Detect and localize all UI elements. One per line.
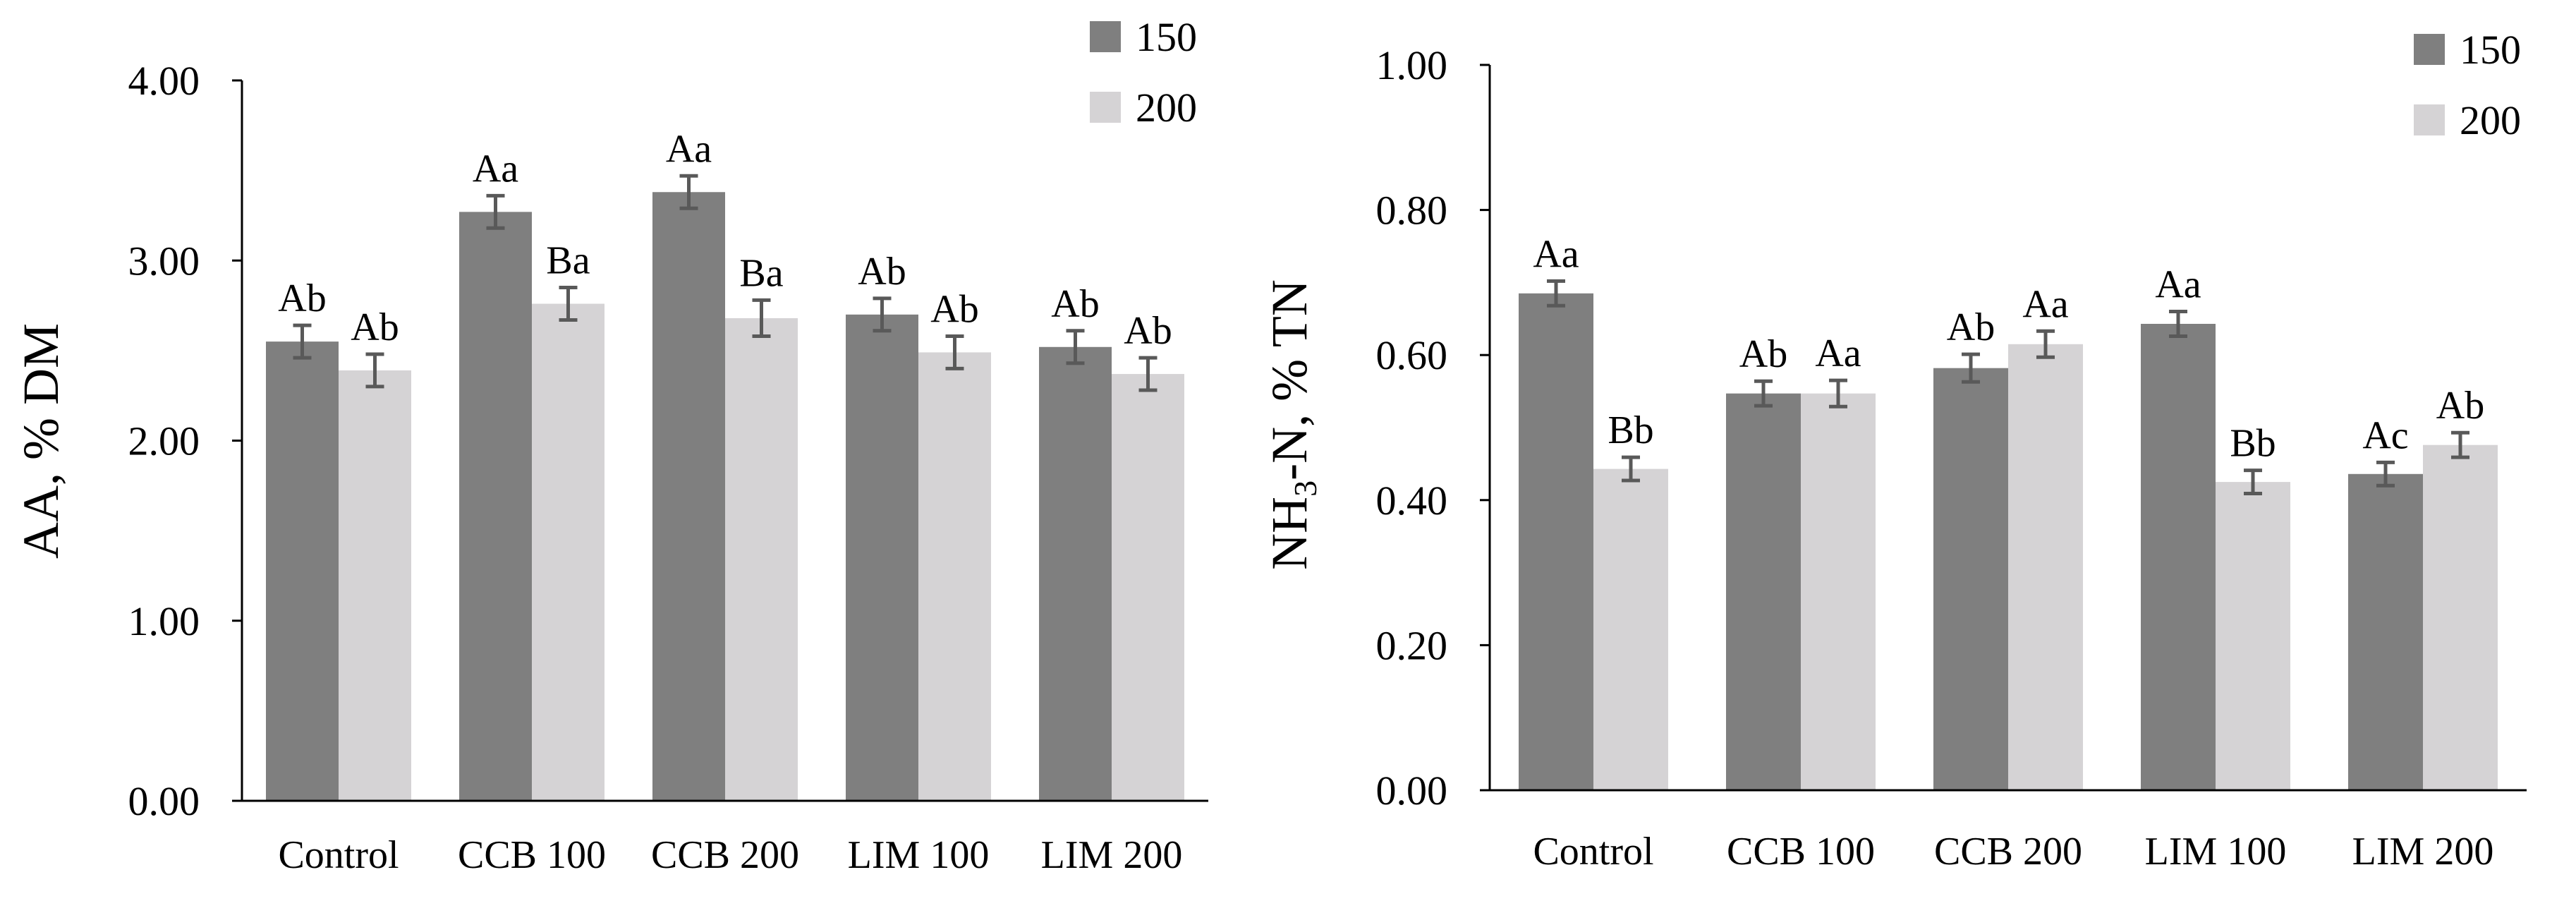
error-bar-150-0 [1547, 279, 1565, 308]
bar-150-0 [266, 341, 339, 801]
category-label-1: CCB 100 [1727, 830, 1875, 873]
bar-150-3 [846, 314, 918, 801]
error-bar-200-0 [365, 352, 384, 389]
bar-200-0 [339, 370, 411, 801]
data-label-200-2: Ba [739, 251, 783, 295]
data-label-150-2: Ab [1947, 306, 1995, 349]
error-bar-200-4 [2451, 430, 2469, 459]
category-label-0: Control [1533, 830, 1653, 873]
bar-150-1 [1726, 393, 1801, 790]
error-bar-150-1 [486, 193, 505, 230]
error-bar-150-3 [873, 296, 892, 333]
aa-chart-panel: Ab Aa Aa Ab Ab Ab Ba Ba Ab Ab 0.00 1.00 2.00 3.00 4.00… [13, 14, 1208, 877]
legend-label-150: 150 [1136, 14, 1197, 60]
category-label-3: LIM 100 [848, 833, 990, 877]
legend-swatch-150 [2414, 34, 2445, 65]
data-label-200-1: Ba [546, 239, 590, 283]
error-bar-150-2 [1962, 352, 1980, 384]
data-label-200-4: Ab [2436, 384, 2484, 428]
data-label-150-2: Aa [666, 127, 712, 171]
error-bar-200-4 [1138, 356, 1158, 392]
error-bar-150-1 [1754, 379, 1773, 408]
data-label-150-4: Ac [2362, 413, 2408, 457]
error-bar-150-3 [2169, 310, 2187, 338]
category-label-4: LIM 200 [2352, 830, 2494, 873]
legend-label-200: 200 [1136, 85, 1197, 131]
bar-200-1 [1801, 393, 1876, 790]
bar-200-0 [1593, 468, 1668, 790]
y-tick-label: 1.00 [1376, 42, 1448, 88]
y-axis-title: AA, % DM [13, 323, 69, 559]
bar-150-2 [652, 192, 725, 801]
bar-150-1 [459, 212, 532, 801]
bar-200-3 [918, 352, 991, 801]
y-tick-label: 0.00 [128, 778, 200, 824]
y-tick-label: 0.00 [1376, 768, 1448, 814]
data-label-200-3: Bb [2230, 422, 2276, 466]
y-tick-label: 0.80 [1376, 188, 1448, 234]
bar-150-4 [2348, 473, 2423, 790]
y-tick-label: 0.40 [1376, 478, 1448, 524]
legend-label-150: 150 [2460, 27, 2521, 73]
error-bar-200-1 [1829, 378, 1847, 409]
category-label-3: LIM 100 [2145, 830, 2287, 873]
error-bar-200-3 [2244, 468, 2262, 496]
legend-swatch-200 [1090, 92, 1121, 123]
category-label-1: CCB 100 [458, 833, 606, 877]
data-label-200-0: Ab [351, 306, 399, 349]
error-bar-150-2 [679, 174, 698, 210]
error-bar-150-0 [293, 323, 312, 360]
error-bar-200-3 [945, 334, 964, 370]
data-label-150-1: Ab [1739, 332, 1787, 376]
nh3-chart-panel: Aa Ab Ab Aa Ac Bb Aa Aa Bb Ab 0.00 0.20 0.40 0.60 0.80… [1261, 27, 2527, 873]
legend-label-200: 200 [2460, 97, 2521, 143]
bar-200-4 [2423, 445, 2498, 790]
data-label-150-0: Aa [1533, 232, 1579, 276]
category-label-2: CCB 200 [1934, 830, 2082, 873]
data-label-200-1: Aa [1815, 332, 1861, 375]
error-bar-200-1 [559, 286, 578, 322]
y-tick-label: 4.00 [128, 58, 200, 104]
y-axis-title: NH3-N, % TN [1261, 279, 1323, 570]
data-label-150-3: Aa [2155, 263, 2201, 307]
bar-200-2 [2008, 344, 2083, 790]
category-label-4: LIM 200 [1041, 833, 1183, 877]
error-bar-200-0 [1622, 455, 1640, 483]
legend-swatch-150 [1090, 21, 1121, 52]
data-label-150-1: Aa [473, 147, 518, 191]
category-label-2: CCB 200 [651, 833, 799, 877]
y-tick-label: 1.00 [128, 598, 200, 644]
error-bar-200-2 [2036, 329, 2055, 359]
y-tick-label: 2.00 [128, 418, 200, 464]
bar-150-0 [1519, 293, 1593, 790]
data-label-200-3: Ab [930, 287, 978, 331]
data-label-200-0: Bb [1608, 409, 1653, 452]
bar-150-2 [1933, 368, 2008, 790]
bar-200-2 [725, 318, 798, 801]
data-label-200-4: Ab [1124, 309, 1172, 353]
bar-200-3 [2216, 482, 2290, 790]
bar-150-3 [2141, 323, 2216, 791]
y-tick-label: 0.60 [1376, 332, 1448, 378]
error-bar-150-4 [1066, 329, 1085, 365]
bar-200-4 [1112, 374, 1184, 801]
error-bar-150-4 [2376, 460, 2395, 488]
y-tick-label: 3.00 [128, 238, 200, 284]
data-label-200-2: Aa [2022, 282, 2068, 326]
data-label-150-0: Ab [278, 277, 326, 320]
y-tick-label: 0.20 [1376, 622, 1448, 668]
legend-swatch-200 [2414, 104, 2445, 135]
category-label-0: Control [278, 833, 399, 877]
data-label-150-4: Ab [1051, 282, 1099, 326]
bar-150-4 [1039, 346, 1112, 801]
bar-200-1 [532, 303, 604, 801]
data-label-150-3: Ab [858, 250, 906, 294]
error-bar-200-2 [752, 298, 771, 338]
